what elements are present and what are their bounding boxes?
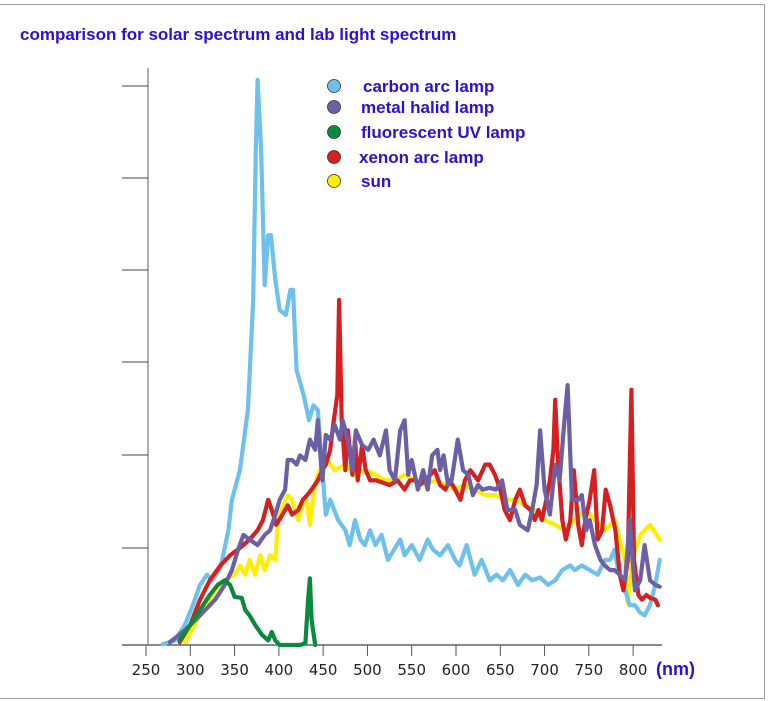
x-tick-label: 600	[442, 661, 471, 679]
legend-label: xenon arc lamp	[359, 148, 484, 167]
legend-label: metal halid lamp	[361, 98, 494, 117]
legend-marker	[327, 125, 341, 139]
x-tick-label: 500	[353, 661, 382, 679]
legend-label: carbon arc lamp	[363, 77, 494, 96]
x-tick-label: 350	[220, 661, 249, 679]
series-line-carbon-arc-lamp	[160, 77, 662, 647]
legend-label: sun	[361, 172, 391, 191]
x-tick-label: 250	[132, 661, 161, 679]
legend-marker	[327, 150, 341, 164]
chart-title: comparison for solar spectrum and lab li…	[20, 25, 457, 44]
x-tick-label: 550	[397, 661, 426, 679]
x-tick-label: 800	[619, 661, 648, 679]
x-tick-label: 300	[176, 661, 205, 679]
x-tick-label: 650	[486, 661, 515, 679]
legend-marker	[327, 100, 341, 114]
x-tick-label: 750	[575, 661, 604, 679]
image-frame	[0, 4, 765, 699]
series-line-fluorescent-uv-lamp	[177, 576, 318, 648]
x-axis-unit-label: (nm)	[656, 659, 695, 679]
legend-label: fluorescent UV lamp	[361, 123, 525, 142]
x-tick-label: 450	[309, 661, 338, 679]
legend-marker	[327, 79, 341, 93]
x-tick-label: 400	[265, 661, 294, 679]
legend-marker	[327, 174, 341, 188]
series-line-metal-halid-lamp	[167, 383, 662, 645]
series-line-sun	[182, 457, 662, 645]
x-tick-label: 700	[530, 661, 559, 679]
